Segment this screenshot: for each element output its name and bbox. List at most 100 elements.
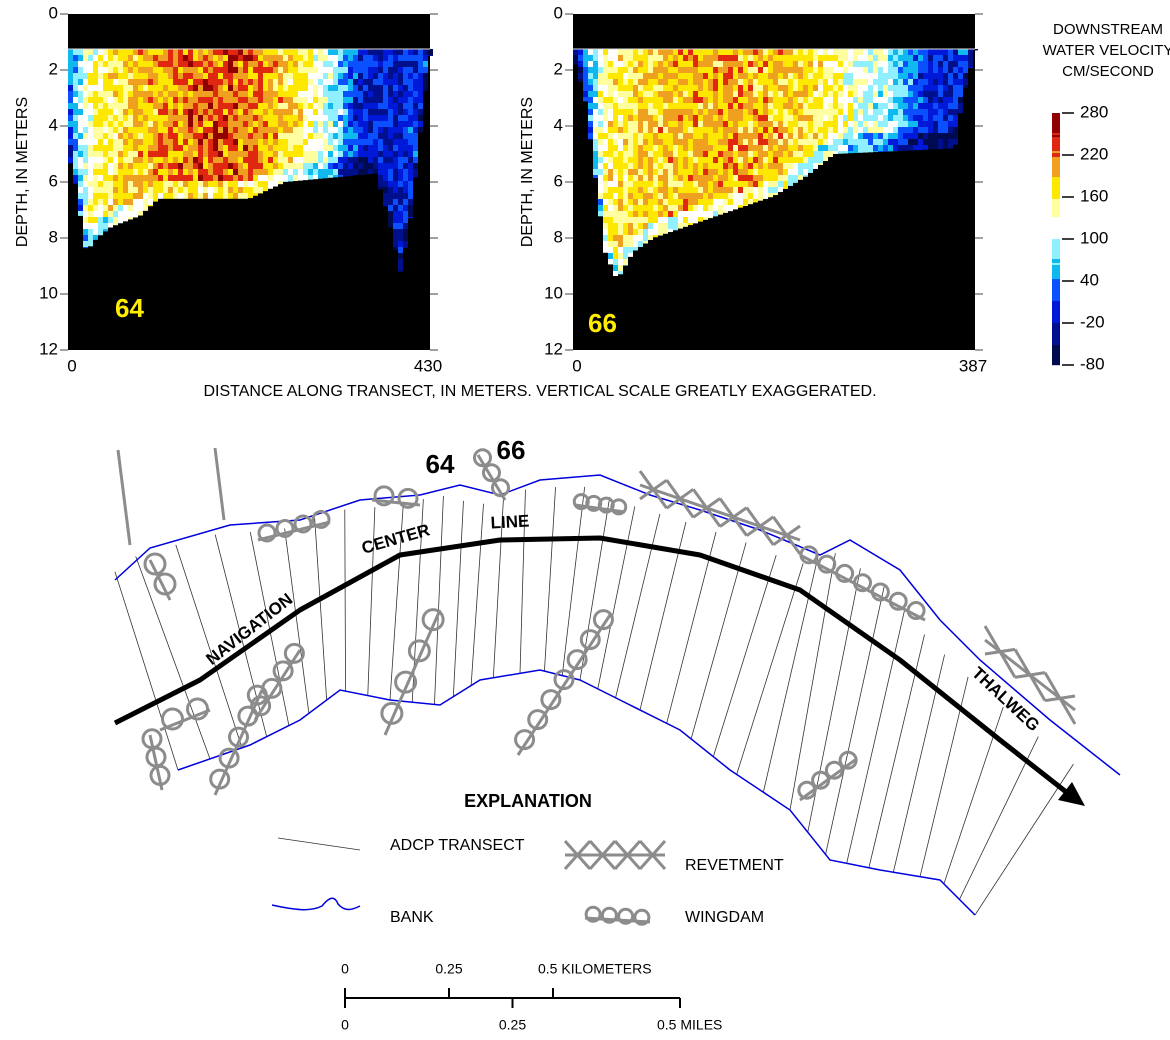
velocity-cell	[128, 163, 133, 169]
velocity-cell	[778, 115, 783, 121]
velocity-cell	[143, 139, 148, 145]
velocity-cell	[783, 49, 788, 55]
velocity-cell	[188, 127, 193, 133]
velocity-cell	[618, 133, 623, 139]
velocity-cell	[228, 115, 233, 121]
velocity-cell	[903, 49, 908, 55]
velocity-cell	[278, 85, 283, 91]
velocity-cell	[928, 85, 933, 91]
velocity-cell	[248, 67, 253, 73]
velocity-cell	[143, 145, 148, 151]
velocity-cell	[588, 97, 593, 103]
velocity-cell	[93, 49, 98, 55]
velocity-cell	[708, 55, 713, 61]
velocity-cell	[628, 139, 633, 145]
velocity-cell	[623, 151, 628, 157]
velocity-cell	[118, 103, 123, 109]
velocity-cell	[73, 181, 78, 184]
velocity-cell	[743, 199, 748, 205]
velocity-cell	[273, 91, 278, 97]
velocity-cell	[753, 49, 758, 55]
velocity-cell	[818, 109, 823, 115]
velocity-cell	[813, 151, 818, 157]
velocity-cell	[893, 139, 898, 145]
colorbar-swatch	[1052, 115, 1060, 117]
velocity-cell	[823, 79, 828, 85]
velocity-cell	[643, 127, 648, 133]
velocity-cell	[108, 211, 113, 217]
velocity-cell	[228, 121, 233, 127]
velocity-cell	[393, 133, 398, 139]
velocity-cell	[633, 103, 638, 109]
velocity-cell	[718, 121, 723, 127]
velocity-cell	[133, 163, 138, 169]
velocity-cell	[863, 109, 868, 115]
velocity-cell	[748, 97, 753, 103]
velocity-cell	[238, 49, 243, 55]
velocity-cell	[768, 187, 773, 193]
velocity-cell	[258, 97, 263, 103]
velocity-cell	[313, 115, 318, 121]
velocity-cell	[898, 85, 903, 91]
velocity-cell	[653, 85, 658, 91]
velocity-cell	[178, 157, 183, 163]
velocity-cell	[738, 181, 743, 187]
velocity-cell	[638, 145, 643, 151]
velocity-cell	[108, 223, 113, 228]
velocity-cell	[393, 85, 398, 91]
velocity-cell	[698, 187, 703, 193]
velocity-cell	[193, 79, 198, 85]
velocity-cell	[68, 109, 73, 115]
velocity-cell	[773, 103, 778, 109]
velocity-cell	[793, 97, 798, 103]
velocity-cell	[793, 145, 798, 151]
velocity-cell	[693, 145, 698, 151]
velocity-cell	[218, 151, 223, 157]
velocity-cell	[648, 181, 653, 187]
velocity-cell	[83, 241, 88, 247]
velocity-cell	[138, 151, 143, 157]
velocity-cell	[343, 145, 348, 151]
colorbar-swatch	[1052, 221, 1060, 223]
velocity-cell	[178, 55, 183, 61]
velocity-cell	[218, 157, 223, 163]
velocity-cell	[238, 61, 243, 67]
velocity-cell	[393, 235, 398, 241]
velocity-cell	[288, 127, 293, 133]
velocity-cell	[128, 211, 133, 217]
velocity-cell	[813, 121, 818, 127]
velocity-cell	[633, 115, 638, 121]
velocity-cell	[638, 109, 643, 115]
velocity-cell	[728, 73, 733, 79]
velocity-cell	[938, 73, 943, 79]
velocity-cell	[103, 79, 108, 85]
velocity-cell	[943, 85, 948, 91]
velocity-cell	[153, 79, 158, 85]
velocity-cell	[113, 133, 118, 139]
velocity-cell	[218, 67, 223, 73]
velocity-cell	[703, 175, 708, 181]
velocity-cell	[243, 85, 248, 91]
velocity-cell	[83, 217, 88, 223]
velocity-cell	[93, 73, 98, 79]
velocity-cell	[938, 49, 943, 55]
velocity-cell	[163, 187, 168, 193]
velocity-cell	[673, 97, 678, 103]
velocity-cell	[658, 211, 663, 217]
velocity-cell	[393, 169, 398, 175]
colorbar-swatch	[1052, 341, 1060, 343]
colorbar-swatch	[1052, 249, 1060, 251]
velocity-cell	[783, 181, 788, 187]
velocity-cell	[318, 97, 323, 103]
velocity-cell	[948, 109, 953, 115]
velocity-cell	[678, 67, 683, 73]
velocity-cell	[208, 169, 213, 175]
velocity-cell	[133, 61, 138, 67]
velocity-cell	[408, 205, 413, 211]
velocity-cell	[623, 79, 628, 85]
velocity-cell	[678, 79, 683, 85]
velocity-cell	[593, 55, 598, 61]
velocity-cell	[118, 163, 123, 169]
velocity-cell	[388, 205, 393, 211]
velocity-cell	[678, 205, 683, 211]
